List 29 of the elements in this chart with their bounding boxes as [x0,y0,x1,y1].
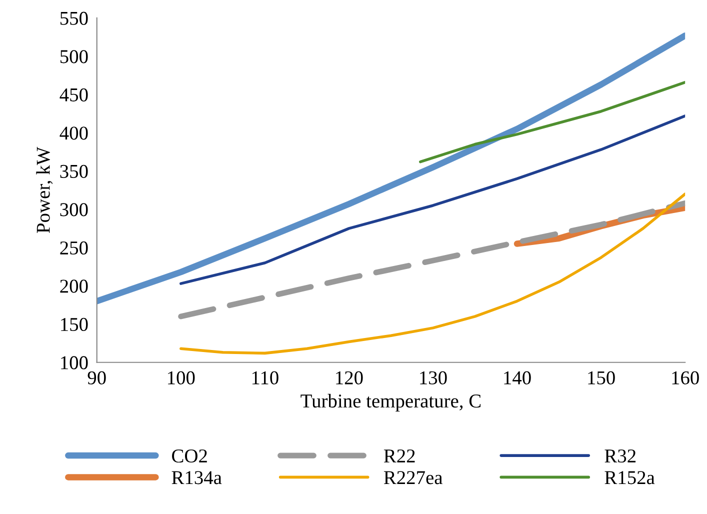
y-tick-label: 100 [61,356,88,370]
y-tick-label: 150 [61,318,88,332]
legend-label: R32 [604,449,636,463]
y-tick-label: 250 [60,241,88,255]
legend-label: R22 [384,449,415,462]
y-tick-label: 200 [60,280,88,293]
y-tick-label: 350 [60,164,88,178]
x-tick-label: 120 [336,371,363,384]
x-tick-label: 100 [168,371,195,384]
x-axis-title: Turbine temperature, C [300,394,481,412]
y-tick-label: 500 [60,50,88,64]
y-tick-label: 400 [60,126,88,140]
y-tick-label: 450 [60,88,88,102]
legend-label: R152a [604,471,655,484]
x-tick-label: 130 [420,371,447,384]
y-axis-title: Power, kW [36,146,53,233]
y-tick-label: 550 [60,12,88,25]
legend-label: R134a [172,471,222,484]
legend-label: CO2 [172,449,207,463]
line-series [418,80,686,164]
x-tick-label: 160 [672,371,699,384]
line-series [180,114,686,285]
x-tick-label: 110 [252,371,278,384]
line-series [180,192,686,355]
y-tick-label: 300 [60,203,88,216]
x-tick-label: 140 [504,371,531,384]
x-tick-label: 150 [588,371,615,384]
legend-label: R227ea [384,471,443,484]
x-tick-label: 90 [88,371,106,384]
